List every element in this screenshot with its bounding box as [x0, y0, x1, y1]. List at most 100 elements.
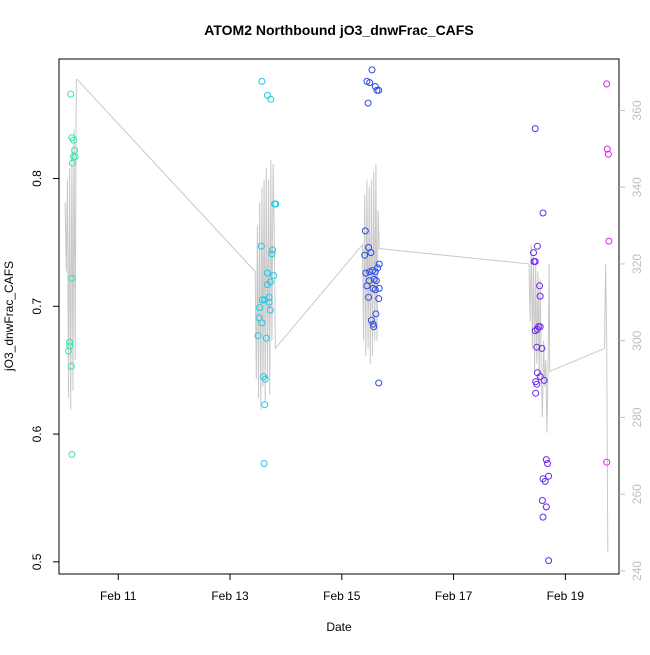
data-point	[70, 136, 77, 144]
data-point	[539, 513, 547, 521]
data-point	[68, 159, 76, 167]
data-point	[538, 497, 546, 504]
data-point	[533, 242, 541, 250]
data-point	[536, 373, 544, 381]
series-1	[65, 90, 79, 458]
data-point	[361, 251, 369, 259]
data-point	[367, 316, 375, 324]
data-point	[258, 77, 266, 85]
altitude-layer	[64, 79, 609, 552]
data-point	[365, 293, 373, 301]
data-point	[533, 380, 541, 388]
data-point	[540, 376, 548, 384]
data-point	[605, 237, 613, 245]
y-axis: 0.5 0.6 0.7 0.8	[30, 170, 59, 570]
data-point	[375, 86, 383, 94]
plot-frame	[58, 58, 620, 575]
data-point	[266, 278, 274, 286]
data-point	[375, 295, 383, 303]
data-point	[536, 292, 544, 300]
data-point	[531, 125, 539, 133]
y-tick-label: 0.8	[30, 170, 44, 187]
data-point	[361, 227, 369, 235]
x-tick-label: Feb 11	[100, 589, 137, 603]
data-point	[363, 282, 371, 290]
data-point	[536, 282, 544, 290]
data-point	[375, 379, 383, 387]
data-point	[66, 342, 74, 350]
data-point	[545, 557, 553, 565]
data-point	[267, 95, 275, 103]
data-point	[68, 274, 76, 282]
data-point	[71, 153, 79, 161]
y2-tick-label: 280	[630, 407, 644, 427]
chart-title: ATOM2 Northbound jO3_dnwFrac_CAFS	[204, 22, 473, 38]
data-point	[533, 343, 541, 351]
y2-tick-label: 360	[630, 100, 644, 120]
data-point	[372, 310, 380, 318]
data-point	[268, 250, 276, 258]
series-2	[254, 77, 280, 467]
y2-axis: 240 260 280 300 320 340 360	[619, 100, 644, 581]
points-layer	[65, 66, 613, 565]
series-4	[530, 125, 553, 565]
data-point	[372, 277, 380, 285]
data-point	[260, 460, 268, 467]
x-tick-label: Feb 17	[435, 589, 473, 603]
data-point	[65, 347, 72, 355]
data-point	[265, 298, 273, 306]
data-point	[542, 503, 550, 511]
altitude-line	[64, 79, 609, 552]
data-point	[269, 246, 276, 254]
data-point	[375, 284, 383, 292]
data-point	[266, 306, 274, 314]
series-5	[603, 80, 613, 466]
data-point	[545, 472, 553, 480]
data-point	[530, 258, 538, 265]
data-point	[375, 260, 383, 268]
data-point	[258, 319, 266, 327]
data-point	[364, 99, 372, 107]
y2-tick-label: 300	[630, 330, 644, 350]
y2-tick-label: 340	[630, 177, 644, 197]
data-point	[264, 269, 271, 277]
data-point	[366, 79, 374, 87]
data-point	[532, 389, 540, 397]
data-point	[542, 456, 550, 464]
data-point	[603, 458, 611, 466]
data-point	[256, 304, 264, 312]
data-point	[67, 362, 75, 370]
y2-tick-label: 260	[630, 484, 644, 504]
data-point	[254, 332, 262, 340]
y-tick-label: 0.5	[30, 553, 44, 570]
x-tick-label: Feb 19	[547, 589, 585, 603]
series-3	[361, 66, 383, 387]
y2-tick-label: 240	[630, 561, 644, 581]
data-point	[371, 286, 379, 294]
data-point	[67, 90, 75, 98]
data-point	[603, 145, 611, 153]
data-point	[541, 477, 549, 485]
x-axis-label: Date	[326, 620, 352, 634]
x-tick-label: Feb 13	[211, 589, 249, 603]
data-point	[66, 338, 74, 346]
x-axis: Feb 11 Feb 13 Feb 15 Feb 17 Feb 19	[100, 574, 584, 603]
data-point	[270, 272, 278, 280]
data-point	[261, 401, 269, 409]
data-point	[261, 375, 269, 383]
data-point	[530, 249, 537, 257]
y2-tick-label: 320	[630, 254, 644, 274]
data-point	[272, 200, 280, 208]
data-point	[531, 327, 539, 335]
data-point	[265, 293, 273, 301]
data-point	[258, 296, 266, 304]
data-point	[366, 268, 374, 276]
data-point	[603, 80, 611, 88]
data-point	[367, 249, 375, 257]
y-tick-label: 0.6	[30, 425, 44, 442]
y-tick-label: 0.7	[30, 298, 44, 315]
y-axis-label: jO3_dnwFrac_CAFS	[2, 261, 16, 372]
data-point	[257, 242, 265, 250]
